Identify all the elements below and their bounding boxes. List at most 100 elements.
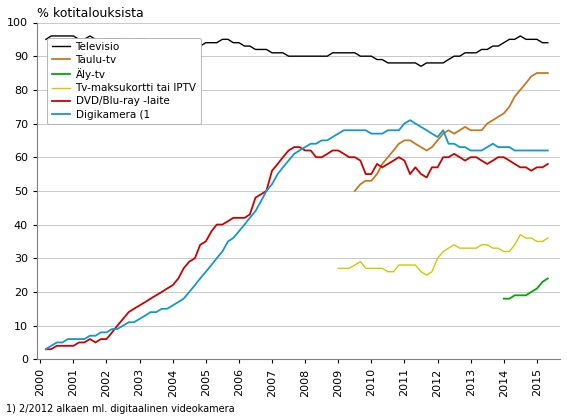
Digikamera (1 bbox=[407, 118, 413, 123]
Televisio bbox=[544, 40, 551, 45]
Tv-maksukortti tai IPTV bbox=[539, 239, 546, 244]
Televisio bbox=[451, 54, 458, 59]
Taulu-tv bbox=[473, 128, 480, 133]
Tv-maksukortti tai IPTV bbox=[384, 269, 391, 274]
Text: 1) 2/2012 alkaen ml. digitaalinen videokamera: 1) 2/2012 alkaen ml. digitaalinen videok… bbox=[6, 404, 234, 414]
Taulu-tv bbox=[368, 178, 375, 183]
Äly-tv bbox=[511, 293, 518, 298]
Tv-maksukortti tai IPTV bbox=[335, 266, 342, 271]
Tv-maksukortti tai IPTV bbox=[517, 232, 524, 237]
Digikamera (1 bbox=[445, 141, 452, 146]
Äly-tv bbox=[539, 279, 546, 284]
Digikamera (1 bbox=[340, 128, 347, 133]
Taulu-tv bbox=[407, 138, 413, 143]
Televisio bbox=[445, 57, 452, 62]
Tv-maksukortti tai IPTV bbox=[390, 269, 397, 274]
Taulu-tv bbox=[478, 128, 485, 133]
Taulu-tv bbox=[401, 138, 408, 143]
Tv-maksukortti tai IPTV bbox=[362, 266, 369, 271]
Taulu-tv bbox=[362, 178, 369, 183]
Tv-maksukortti tai IPTV bbox=[346, 266, 353, 271]
Tv-maksukortti tai IPTV bbox=[423, 272, 430, 277]
Tv-maksukortti tai IPTV bbox=[412, 262, 419, 267]
Taulu-tv bbox=[390, 148, 397, 153]
Tv-maksukortti tai IPTV bbox=[534, 239, 540, 244]
Taulu-tv bbox=[384, 155, 391, 160]
Tv-maksukortti tai IPTV bbox=[395, 262, 402, 267]
Taulu-tv bbox=[445, 128, 452, 133]
Taulu-tv bbox=[434, 138, 441, 143]
DVD/Blu-ray -laite bbox=[346, 155, 353, 160]
Text: % kotitalouksista: % kotitalouksista bbox=[37, 7, 143, 20]
Televisio bbox=[48, 33, 54, 38]
Televisio bbox=[473, 50, 480, 55]
Televisio bbox=[423, 60, 430, 65]
Taulu-tv bbox=[374, 171, 380, 176]
Digikamera (1 bbox=[440, 128, 447, 133]
Tv-maksukortti tai IPTV bbox=[418, 269, 425, 274]
Taulu-tv bbox=[495, 114, 502, 119]
Äly-tv bbox=[506, 296, 513, 301]
Digikamera (1 bbox=[451, 141, 458, 146]
Digikamera (1 bbox=[43, 347, 49, 352]
Tv-maksukortti tai IPTV bbox=[357, 259, 364, 264]
Tv-maksukortti tai IPTV bbox=[379, 266, 386, 271]
Taulu-tv bbox=[423, 148, 430, 153]
Line: Digikamera (1: Digikamera (1 bbox=[46, 120, 548, 349]
DVD/Blu-ray -laite bbox=[451, 151, 458, 156]
Taulu-tv bbox=[528, 74, 535, 79]
Line: Televisio: Televisio bbox=[46, 36, 548, 66]
Tv-maksukortti tai IPTV bbox=[368, 266, 375, 271]
Taulu-tv bbox=[357, 182, 364, 187]
Tv-maksukortti tai IPTV bbox=[401, 262, 408, 267]
Taulu-tv bbox=[379, 161, 386, 166]
Äly-tv bbox=[523, 293, 530, 298]
Taulu-tv bbox=[506, 104, 513, 109]
Tv-maksukortti tai IPTV bbox=[467, 246, 474, 251]
Tv-maksukortti tai IPTV bbox=[440, 249, 447, 254]
Taulu-tv bbox=[462, 124, 468, 129]
DVD/Blu-ray -laite bbox=[445, 155, 452, 160]
DVD/Blu-ray -laite bbox=[291, 145, 298, 150]
Tv-maksukortti tai IPTV bbox=[434, 256, 441, 261]
Tv-maksukortti tai IPTV bbox=[544, 235, 551, 240]
Taulu-tv bbox=[418, 145, 425, 150]
Tv-maksukortti tai IPTV bbox=[445, 246, 452, 251]
Taulu-tv bbox=[440, 131, 447, 136]
Taulu-tv bbox=[412, 141, 419, 146]
Äly-tv bbox=[544, 276, 551, 281]
Tv-maksukortti tai IPTV bbox=[462, 246, 468, 251]
Tv-maksukortti tai IPTV bbox=[407, 262, 413, 267]
Tv-maksukortti tai IPTV bbox=[495, 246, 502, 251]
Tv-maksukortti tai IPTV bbox=[374, 266, 380, 271]
Televisio bbox=[418, 64, 425, 69]
Line: Äly-tv: Äly-tv bbox=[503, 278, 548, 299]
Digikamera (1 bbox=[544, 148, 551, 153]
Tv-maksukortti tai IPTV bbox=[352, 262, 358, 267]
DVD/Blu-ray -laite bbox=[418, 171, 425, 176]
Taulu-tv bbox=[500, 111, 507, 116]
Taulu-tv bbox=[451, 131, 458, 136]
Televisio bbox=[456, 54, 463, 59]
Taulu-tv bbox=[539, 71, 546, 76]
Äly-tv bbox=[534, 286, 540, 291]
Taulu-tv bbox=[489, 118, 496, 123]
Tv-maksukortti tai IPTV bbox=[484, 242, 490, 247]
Tv-maksukortti tai IPTV bbox=[473, 246, 480, 251]
Digikamera (1 bbox=[418, 124, 425, 129]
Line: Taulu-tv: Taulu-tv bbox=[355, 73, 548, 191]
Tv-maksukortti tai IPTV bbox=[489, 246, 496, 251]
Taulu-tv bbox=[456, 128, 463, 133]
Äly-tv bbox=[500, 296, 507, 301]
DVD/Blu-ray -laite bbox=[544, 161, 551, 166]
DVD/Blu-ray -laite bbox=[467, 155, 474, 160]
Tv-maksukortti tai IPTV bbox=[523, 235, 530, 240]
Tv-maksukortti tai IPTV bbox=[500, 249, 507, 254]
Tv-maksukortti tai IPTV bbox=[478, 242, 485, 247]
Tv-maksukortti tai IPTV bbox=[456, 246, 463, 251]
DVD/Blu-ray -laite bbox=[440, 155, 447, 160]
Taulu-tv bbox=[534, 71, 540, 76]
Tv-maksukortti tai IPTV bbox=[511, 242, 518, 247]
Tv-maksukortti tai IPTV bbox=[429, 269, 435, 274]
Legend: Televisio, Taulu-tv, Äly-tv, Tv-maksukortti tai IPTV, DVD/Blu-ray -laite, Digika: Televisio, Taulu-tv, Äly-tv, Tv-maksukor… bbox=[48, 38, 201, 124]
